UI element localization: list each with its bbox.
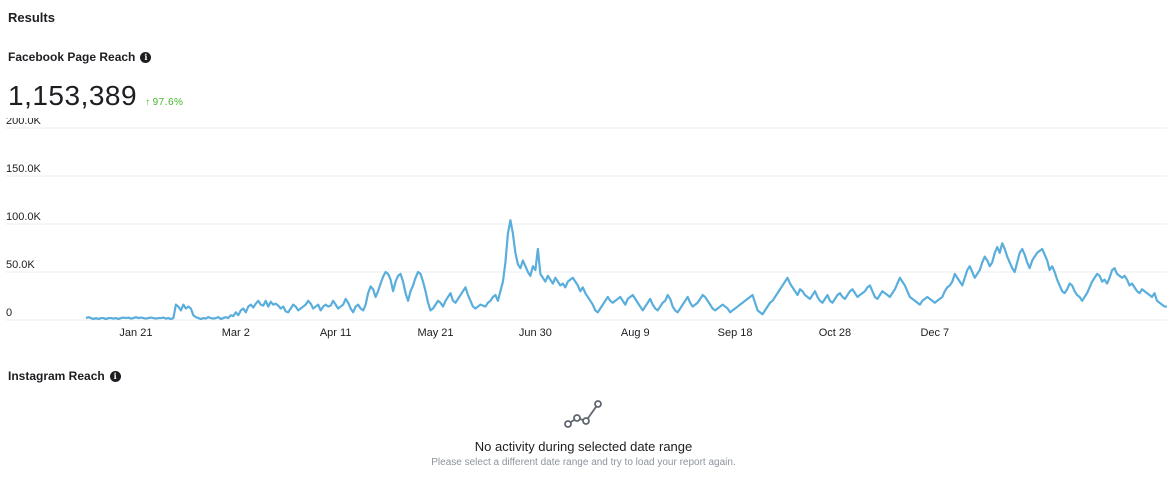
total-value: 1,153,389 <box>8 80 138 111</box>
series-line <box>85 219 1167 321</box>
reach-line-chart: 0 50.0K 100.0K 150.0K 200.0K Jan 21 Mar 2 Apr … <box>6 118 1167 339</box>
y-axis-ticks: 0 50.0K 100.0K 150.0K 200.0K <box>6 118 42 319</box>
arrow-up-icon: ↑ <box>145 97 151 108</box>
facebook-reach-label: Facebook Page Reach i <box>8 50 152 64</box>
facebook-reach-label-text: Facebook Page Reach <box>8 50 136 64</box>
instagram-reach-label-text: Instagram Reach <box>8 369 105 383</box>
empty-state-title: No activity during selected date range <box>474 439 693 454</box>
facebook-reach-total: 1,153,389 ↑ 97.6% <box>8 80 183 112</box>
instagram-reach-label: Instagram Reach i <box>8 369 121 383</box>
y-tick-label: 0 <box>6 307 12 319</box>
y-tick-label: 200.0K <box>6 118 42 127</box>
y-tick-label: 150.0K <box>6 163 42 175</box>
results-title: Results <box>8 10 55 25</box>
x-tick-label: Oct 28 <box>819 327 851 339</box>
x-tick-label: Dec 7 <box>920 327 949 339</box>
x-tick-label: Aug 9 <box>621 327 650 339</box>
info-icon[interactable]: i <box>109 370 121 382</box>
instagram-empty-state: No activity during selected date range P… <box>0 396 1167 468</box>
y-tick-label: 50.0K <box>6 259 35 271</box>
empty-state-subtitle: Please select a different date range and… <box>431 457 736 468</box>
x-tick-label: Jun 30 <box>519 327 552 339</box>
change-percent: 97.6% <box>152 97 184 108</box>
chart-grid <box>6 127 1167 321</box>
info-icon[interactable]: i <box>140 51 152 63</box>
x-tick-label: Apr 11 <box>320 327 352 339</box>
x-tick-label: Sep 18 <box>718 327 753 339</box>
x-axis-ticks: Jan 21 Mar 2 Apr 11 May 21 Jun 30 Aug 9 Sep 18… <box>119 327 949 339</box>
x-tick-label: Mar 2 <box>222 327 250 339</box>
y-tick-label: 100.0K <box>6 211 42 223</box>
x-tick-label: Jan 21 <box>119 327 152 339</box>
x-tick-label: May 21 <box>417 327 453 339</box>
change-indicator: ↑ 97.6% <box>145 97 183 108</box>
trend-line-icon <box>563 400 602 428</box>
